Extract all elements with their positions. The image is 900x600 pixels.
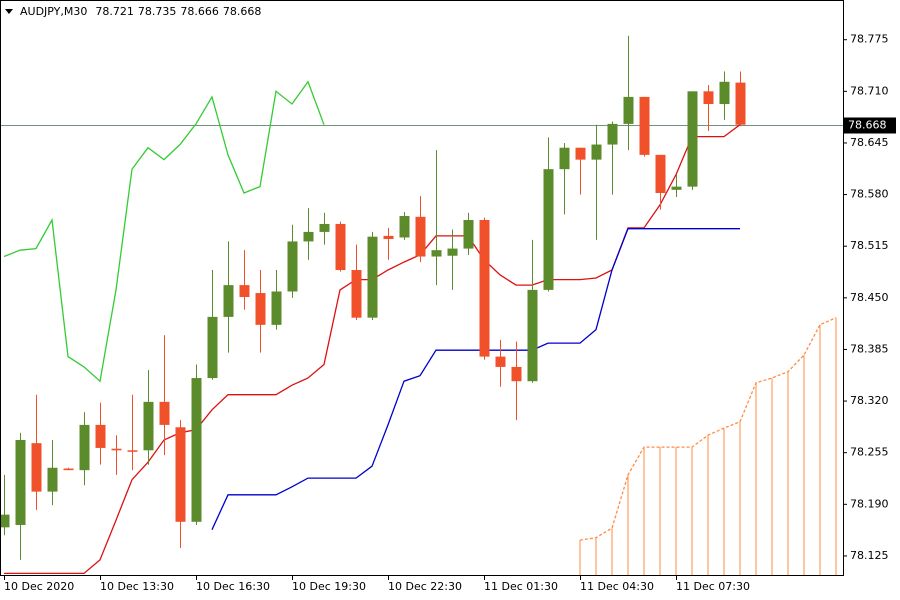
plot-frame (0, 0, 844, 576)
candle-body (719, 81, 730, 105)
candle-body (383, 235, 394, 240)
indicator-line (3, 80, 325, 383)
candle-body (287, 241, 298, 292)
candle-body (207, 316, 218, 379)
candle-body (623, 96, 634, 124)
price-label-box (844, 117, 896, 134)
candle-body (191, 378, 202, 522)
indicator-line (211, 228, 740, 530)
menu-triangle (5, 9, 13, 14)
x-tick-label: 11 Dec 04:30 (580, 580, 654, 593)
high-value: 78.735 (138, 5, 177, 18)
candle-body (543, 169, 554, 290)
x-tick-label: 10 Dec 16:30 (196, 580, 270, 593)
candle-body (47, 467, 58, 492)
y-tick-label: 78.710 (850, 84, 889, 97)
candle-body (271, 291, 282, 325)
x-tick-label: 10 Dec 22:30 (388, 580, 462, 593)
price-label: 78.668 (848, 119, 887, 132)
y-tick-label: 78.255 (850, 446, 889, 459)
axes: 78.775 78.710 78.645 78.580 78.515 78.450 78.3… (4, 33, 896, 593)
candle-body (303, 231, 314, 242)
candle-body (735, 82, 746, 125)
plot-area (0, 35, 843, 575)
candle-body (159, 401, 170, 425)
candle-body (351, 270, 362, 318)
candle-body (527, 289, 538, 382)
symbol: AUDJPY,M30 (20, 5, 87, 18)
candle-body (143, 401, 154, 451)
x-tick-label: 10 Dec 19:30 (292, 580, 366, 593)
open-value: 78.721 (95, 5, 134, 18)
x-tick-label: 10 Dec 13:30 (100, 580, 174, 593)
candle-body (175, 427, 186, 522)
candle-body (127, 450, 138, 452)
candle-body (239, 285, 250, 298)
candle-body (63, 468, 74, 471)
y-tick-label: 78.450 (850, 291, 889, 304)
candle-body (335, 223, 346, 271)
candle-body (79, 424, 90, 471)
y-tick-label: 78.125 (850, 549, 889, 562)
y-tick-label: 78.580 (850, 188, 889, 201)
candle-body (639, 96, 650, 155)
candle-body (671, 186, 682, 190)
candle-body (15, 439, 26, 525)
y-tick-label: 78.515 (850, 239, 889, 252)
candle-body (511, 366, 522, 382)
candle-body (431, 250, 442, 257)
candle-body (31, 443, 42, 492)
indicator-line (579, 317, 837, 541)
y-tick-label: 78.775 (850, 33, 889, 46)
candle-body (591, 144, 602, 160)
candle-body (447, 248, 458, 256)
candle-body (399, 216, 410, 238)
chart-header: AUDJPY,M30 78.721 78.735 78.666 78.668 (20, 5, 261, 18)
candle-body (495, 356, 506, 367)
candle-body (607, 123, 618, 145)
y-tick-label: 78.645 (850, 136, 889, 149)
candle-body (703, 91, 714, 105)
candle-body (559, 147, 570, 170)
candle-body (687, 91, 698, 187)
x-tick-label: 10 Dec 2020 (4, 580, 74, 593)
candle-body (319, 223, 330, 232)
candle-body (479, 219, 490, 357)
candle-body (463, 219, 474, 249)
x-tick-label: 11 Dec 01:30 (484, 580, 558, 593)
close-value: 78.668 (223, 5, 262, 18)
candle-body (255, 293, 266, 325)
candle-body (223, 285, 234, 317)
candle-body (415, 216, 426, 257)
y-tick-label: 78.190 (850, 497, 889, 510)
candle-body (111, 448, 122, 451)
candle-body (655, 154, 666, 193)
low-value: 78.666 (180, 5, 219, 18)
candle-body (367, 236, 378, 318)
candle-body (0, 514, 10, 528)
candle-body (95, 424, 106, 448)
y-tick-label: 78.320 (850, 394, 889, 407)
x-tick-label: 11 Dec 07:30 (676, 580, 750, 593)
y-tick-label: 78.385 (850, 342, 889, 355)
candle-body (575, 147, 586, 160)
